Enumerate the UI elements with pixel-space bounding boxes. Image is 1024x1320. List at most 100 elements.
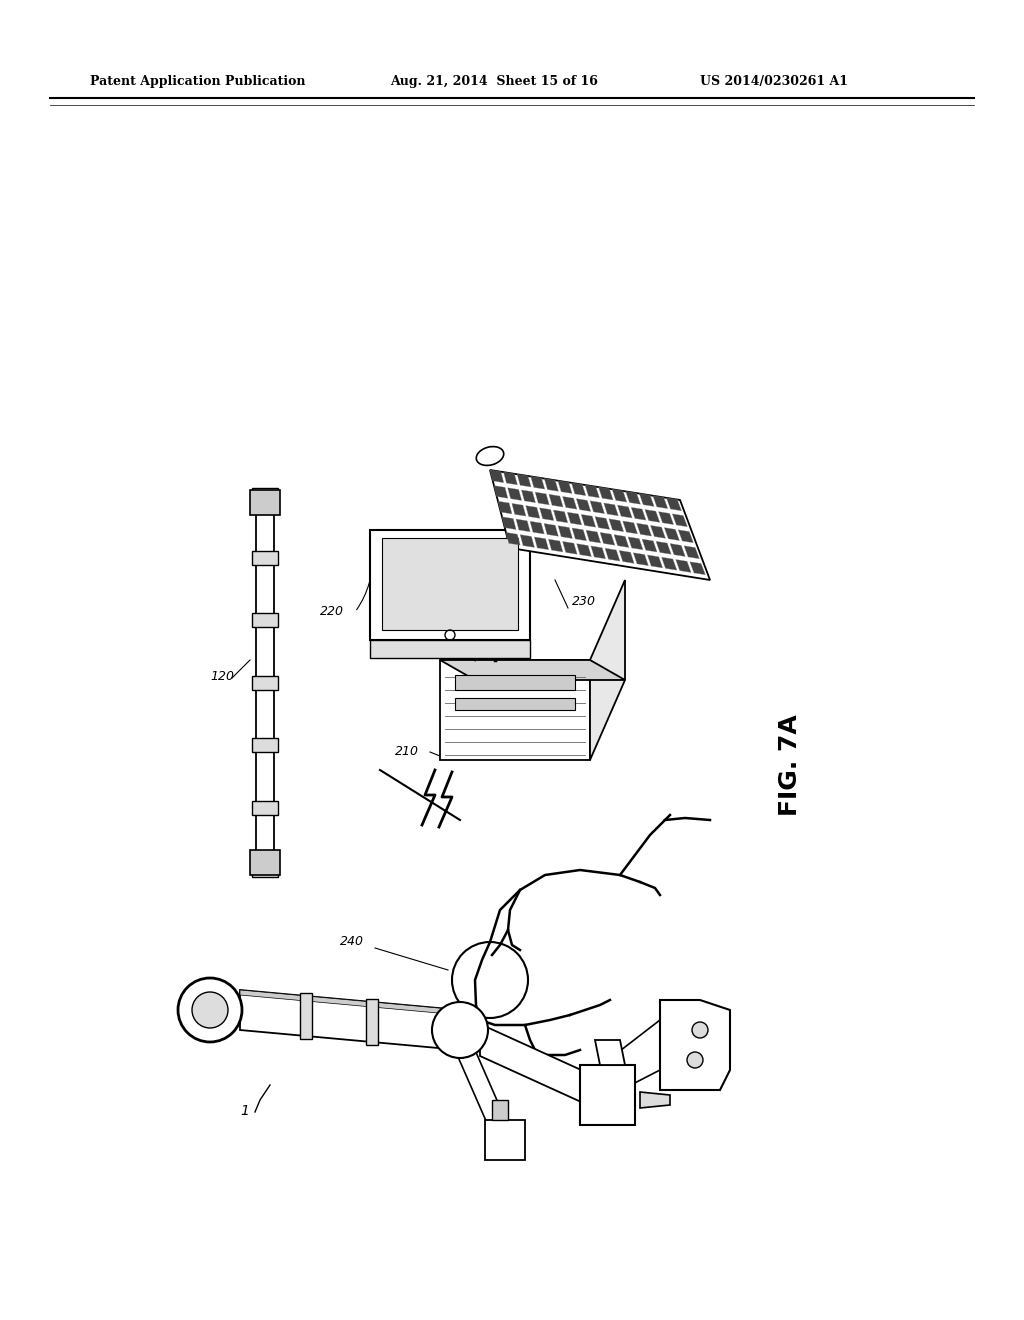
Polygon shape bbox=[250, 490, 280, 515]
Polygon shape bbox=[370, 531, 530, 640]
Polygon shape bbox=[617, 506, 632, 517]
Polygon shape bbox=[455, 1049, 510, 1130]
Circle shape bbox=[687, 1052, 703, 1068]
Polygon shape bbox=[252, 800, 278, 814]
Polygon shape bbox=[525, 506, 540, 519]
Polygon shape bbox=[633, 553, 648, 566]
Polygon shape bbox=[252, 488, 278, 502]
Polygon shape bbox=[530, 477, 545, 490]
Polygon shape bbox=[250, 850, 280, 875]
Polygon shape bbox=[535, 537, 549, 549]
Polygon shape bbox=[530, 521, 545, 535]
Polygon shape bbox=[577, 544, 592, 557]
Polygon shape bbox=[480, 1024, 590, 1106]
Polygon shape bbox=[604, 503, 618, 516]
Polygon shape bbox=[562, 496, 577, 510]
Polygon shape bbox=[628, 537, 643, 549]
Polygon shape bbox=[599, 487, 613, 500]
Text: Patent Application Publication: Patent Application Publication bbox=[90, 75, 305, 88]
Polygon shape bbox=[494, 486, 508, 498]
Polygon shape bbox=[631, 507, 646, 520]
Text: 120: 120 bbox=[210, 671, 234, 682]
Polygon shape bbox=[667, 498, 681, 511]
Circle shape bbox=[178, 978, 242, 1041]
Polygon shape bbox=[639, 494, 654, 507]
Polygon shape bbox=[520, 535, 535, 548]
Text: Aug. 21, 2014  Sheet 15 of 16: Aug. 21, 2014 Sheet 15 of 16 bbox=[390, 75, 598, 88]
Polygon shape bbox=[490, 470, 504, 483]
Polygon shape bbox=[662, 557, 677, 570]
Polygon shape bbox=[595, 1040, 625, 1065]
Polygon shape bbox=[590, 579, 625, 760]
Polygon shape bbox=[665, 528, 680, 540]
Polygon shape bbox=[256, 495, 274, 870]
Polygon shape bbox=[614, 535, 629, 548]
Circle shape bbox=[193, 993, 228, 1028]
Polygon shape bbox=[370, 640, 530, 657]
Polygon shape bbox=[571, 483, 586, 495]
Polygon shape bbox=[252, 738, 278, 752]
Polygon shape bbox=[498, 502, 512, 513]
Polygon shape bbox=[517, 474, 531, 487]
Polygon shape bbox=[591, 546, 605, 558]
Polygon shape bbox=[690, 562, 706, 574]
Polygon shape bbox=[536, 492, 549, 504]
Polygon shape bbox=[252, 676, 278, 689]
Polygon shape bbox=[590, 1020, 660, 1106]
Polygon shape bbox=[609, 519, 624, 532]
Polygon shape bbox=[455, 675, 575, 690]
Text: 240: 240 bbox=[340, 935, 364, 948]
Polygon shape bbox=[678, 529, 693, 543]
Text: 1: 1 bbox=[240, 1104, 249, 1118]
Polygon shape bbox=[540, 508, 554, 520]
Polygon shape bbox=[656, 541, 671, 554]
Polygon shape bbox=[252, 612, 278, 627]
Polygon shape bbox=[455, 698, 575, 710]
Polygon shape bbox=[512, 503, 526, 516]
Polygon shape bbox=[645, 510, 659, 523]
Polygon shape bbox=[516, 519, 530, 532]
Polygon shape bbox=[504, 473, 517, 484]
Circle shape bbox=[692, 1022, 708, 1038]
Polygon shape bbox=[502, 517, 516, 529]
Polygon shape bbox=[240, 990, 460, 1049]
Polygon shape bbox=[558, 525, 572, 539]
Polygon shape bbox=[544, 524, 558, 536]
Polygon shape bbox=[521, 490, 536, 503]
Polygon shape bbox=[653, 496, 668, 508]
Text: 210: 210 bbox=[395, 744, 419, 758]
Ellipse shape bbox=[476, 446, 504, 466]
Polygon shape bbox=[545, 479, 558, 491]
Text: FIG. 7A: FIG. 7A bbox=[778, 714, 802, 817]
Polygon shape bbox=[577, 499, 591, 511]
Polygon shape bbox=[660, 1001, 730, 1090]
Polygon shape bbox=[508, 488, 521, 500]
Polygon shape bbox=[676, 560, 691, 573]
Polygon shape bbox=[240, 990, 460, 1015]
Polygon shape bbox=[647, 554, 663, 568]
Polygon shape bbox=[612, 490, 627, 502]
Polygon shape bbox=[642, 539, 657, 552]
Polygon shape bbox=[623, 521, 638, 533]
Circle shape bbox=[432, 1002, 488, 1059]
Polygon shape bbox=[492, 1100, 508, 1119]
Polygon shape bbox=[626, 491, 640, 504]
Polygon shape bbox=[586, 531, 601, 543]
Polygon shape bbox=[595, 516, 609, 529]
Text: 230: 230 bbox=[572, 595, 596, 609]
Polygon shape bbox=[582, 515, 596, 527]
Polygon shape bbox=[620, 550, 634, 564]
Polygon shape bbox=[252, 550, 278, 565]
Polygon shape bbox=[590, 500, 604, 513]
Polygon shape bbox=[684, 545, 699, 558]
Polygon shape bbox=[440, 660, 590, 760]
Polygon shape bbox=[366, 999, 378, 1045]
Polygon shape bbox=[600, 532, 614, 545]
Polygon shape bbox=[440, 660, 625, 680]
Polygon shape bbox=[506, 532, 520, 545]
Polygon shape bbox=[562, 541, 578, 554]
Polygon shape bbox=[558, 480, 572, 494]
Polygon shape bbox=[553, 510, 567, 523]
Polygon shape bbox=[549, 539, 563, 552]
Polygon shape bbox=[658, 512, 674, 524]
